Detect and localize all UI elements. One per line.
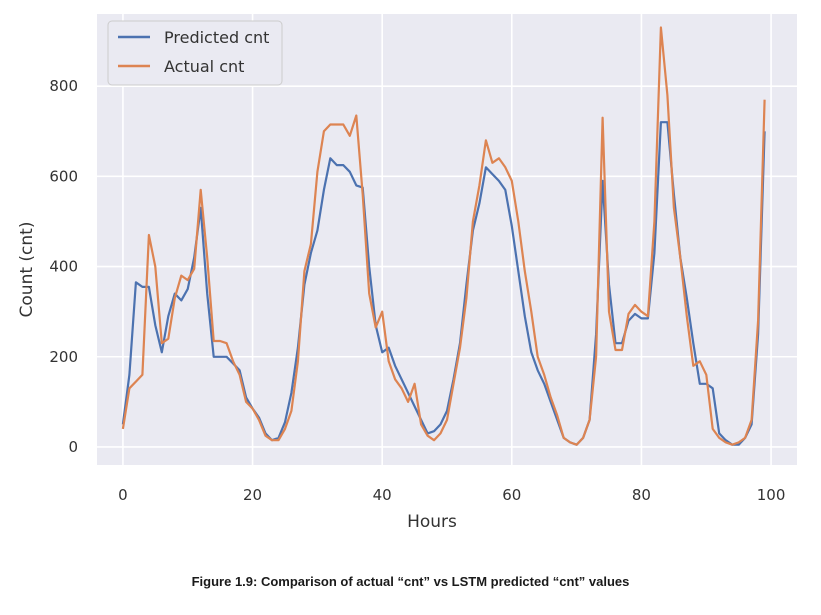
legend-label: Actual cnt	[164, 57, 244, 76]
chart: 0 200 400 600 800 0 20 40 60 80 100 Hours Count (cnt…	[17, 14, 797, 532]
legend-label: Predicted cnt	[164, 28, 269, 47]
x-tick-label: 100	[757, 486, 786, 504]
y-tick-label: 200	[49, 348, 78, 366]
y-tick-label: 0	[68, 438, 78, 456]
x-tick-label: 60	[502, 486, 521, 504]
x-tick-label: 0	[118, 486, 128, 504]
y-tick-label: 800	[49, 77, 78, 95]
series-line-predicted	[121, 121, 766, 446]
plot-area	[97, 14, 797, 465]
x-tick-label: 20	[243, 486, 262, 504]
y-axis-title: Count (cnt)	[17, 222, 37, 318]
x-tick-label: 40	[373, 486, 392, 504]
x-axis-title: Hours	[407, 512, 457, 532]
chart-figure: 0 200 400 600 800 0 20 40 60 80 100 Hours Count (cnt…	[17, 14, 797, 532]
legend-box	[107, 20, 283, 86]
y-tick-label: 400	[49, 258, 78, 276]
x-tick-label: 80	[632, 486, 651, 504]
figure-caption: Figure 1.9: Comparison of actual “cnt” v…	[191, 574, 630, 589]
y-tick-label: 600	[49, 167, 78, 185]
series-line-actual	[121, 26, 766, 446]
